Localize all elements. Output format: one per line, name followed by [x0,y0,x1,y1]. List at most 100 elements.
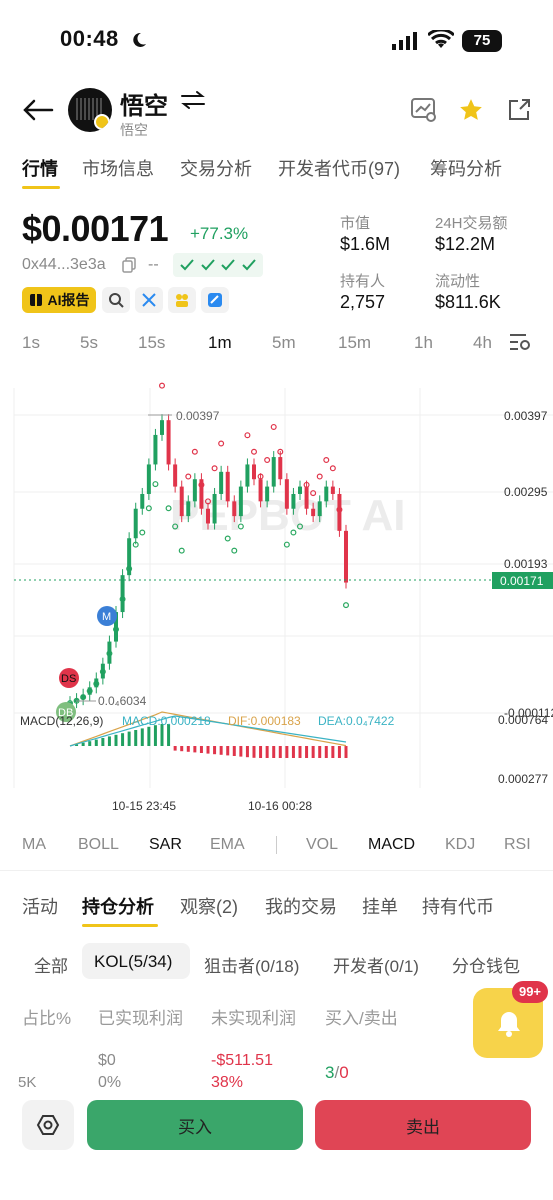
timeframe-5s[interactable]: 5s [80,333,98,352]
sar-dot [145,505,152,512]
filter-split-wallet[interactable]: 分仓钱包 [452,957,520,976]
candle-body [81,694,86,700]
filter-all[interactable]: 全部 [34,957,68,976]
badge-ds-label: DS [61,673,76,685]
timeframe-1s[interactable]: 1s [22,333,40,352]
telegram-chip[interactable] [201,287,229,313]
tab-orders[interactable]: 挂单 [362,897,398,917]
col-realized[interactable]: 已实现利润 [98,1009,183,1028]
row-sells: 0 [339,1063,349,1082]
indicator-kdj[interactable]: KDJ [445,836,476,853]
notification-badge: 99+ [512,981,548,1003]
copy-icon[interactable] [122,257,136,273]
sar-dot [329,465,336,472]
macd-bar [173,746,177,751]
candle-body [94,678,99,688]
tab-underline [22,186,60,189]
dea-value: DEA:0.0₄7422 [318,714,395,728]
ai-report-button[interactable]: AI报告 [22,287,96,313]
timeframe-1h[interactable]: 1h [414,333,433,352]
timeframe-15s[interactable]: 15s [138,333,166,352]
sell-button[interactable]: 卖出 [315,1100,531,1150]
candle-body [252,464,256,480]
col-unrealized[interactable]: 未实现利润 [211,1009,296,1028]
candle-body [153,434,158,465]
candle-body [258,479,263,502]
sar-dot [178,547,185,554]
book-icon [29,294,42,306]
tab-developer-tokens[interactable]: 开发者代币(97) [278,159,401,179]
tab-market[interactable]: 行情 [22,159,58,179]
indicator-rsi[interactable]: RSI [504,836,531,853]
macd-bar [127,731,131,746]
timeframe-5m[interactable]: 5m [272,333,296,352]
tab-watch[interactable]: 观察(2) [180,897,238,917]
macd-bar [311,746,315,758]
sar-dot [343,602,350,609]
indicator-vol[interactable]: VOL [306,836,339,853]
col-share[interactable]: 占比% [22,1009,72,1028]
contract-address[interactable]: 0x44...3e3a [22,256,106,273]
timeframe-1m[interactable]: 1m [208,333,232,352]
edit-icon [208,293,222,307]
hexagon-settings-icon [36,1115,60,1135]
swap-icon[interactable] [180,90,206,110]
search-chip[interactable] [102,287,130,313]
candle-body [317,501,322,517]
indicator-boll[interactable]: BOLL [78,836,119,853]
macd-bar [213,746,217,755]
macd-bar [226,746,230,756]
ai-report-label: AI报告 [47,292,90,308]
col-buy-sell[interactable]: 买入/卖出 [325,1009,398,1028]
market-cap-label: 市值 [340,215,371,232]
tab-activity[interactable]: 活动 [22,897,58,917]
tab-market-info[interactable]: 市场信息 [82,159,154,179]
indicator-ma[interactable]: MA [22,836,46,853]
sar-dot [283,541,290,548]
sar-dot [316,473,323,480]
market-cap-value: $1.6M [340,234,391,254]
settings-button[interactable] [22,1100,74,1150]
x-chip[interactable] [135,287,163,313]
x-tick-1: 10-15 23:45 [112,799,176,813]
buy-button[interactable]: 买入 [87,1100,303,1150]
indicator-sar[interactable]: SAR [149,836,182,853]
sar-dot [185,473,192,480]
chart-settings-icon[interactable] [508,330,532,354]
community-chip[interactable] [168,287,196,313]
check-icon [242,259,256,271]
filter-developer[interactable]: 开发者(0/1) [333,957,419,976]
macd-header: MACD(12,26,9) [20,714,103,728]
indicator-ema[interactable]: EMA [210,836,245,853]
price-chart[interactable]: PEPBOT AI 0.003970.002950.00193-0.000112… [0,368,553,818]
candle-body [245,464,250,487]
sar-dot [297,523,304,530]
row-unrealized: -$511.51 [211,1052,273,1069]
high-marker: 0.00397 [176,409,220,423]
star-icon[interactable] [458,97,484,123]
sar-dot [323,457,330,464]
candle-body [291,493,296,509]
timeframe-15m[interactable]: 15m [338,333,372,352]
tab-trade-analysis[interactable]: 交易分析 [180,159,252,179]
tab-chip-analysis[interactable]: 筹码分析 [430,159,502,179]
candle-body [232,501,237,517]
tab-my-trades[interactable]: 我的交易 [265,897,337,917]
y-tick-label: 0.00397 [504,409,548,423]
candle-body [179,486,184,517]
macd-bar [94,739,98,746]
filter-kol[interactable]: KOL(5/34) [94,952,173,971]
tab-held-tokens[interactable]: 持有代币 [422,897,494,917]
timeframe-4h[interactable]: 4h [473,333,492,352]
security-checks[interactable] [173,253,263,277]
macd-bar [121,733,125,746]
indicator-macd[interactable]: MACD [368,836,416,853]
back-arrow-icon[interactable] [22,98,54,122]
macd-bar [232,746,236,756]
volume-label: 24H交易额 [435,215,508,232]
macd-bar [259,746,263,758]
filter-snipers[interactable]: 狙击者(0/18) [204,957,300,976]
share-icon[interactable] [506,97,532,123]
tab-holdings-analysis[interactable]: 持仓分析 [82,897,154,917]
chart-watch-icon[interactable] [410,97,438,123]
